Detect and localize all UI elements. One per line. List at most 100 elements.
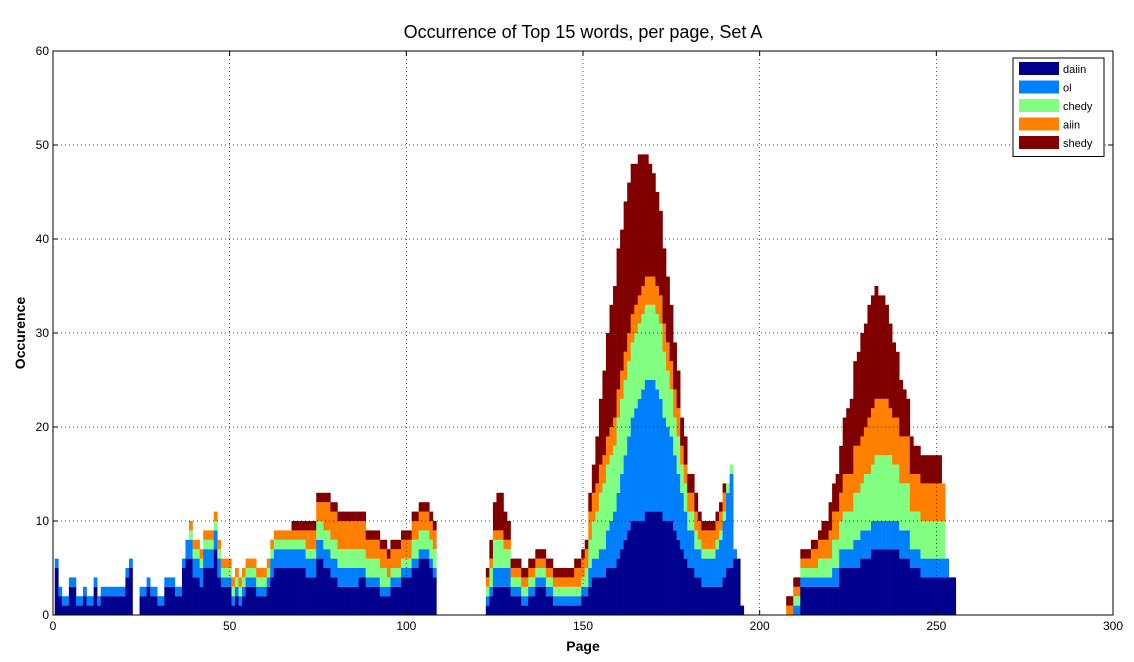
bar-segment-aiin bbox=[245, 558, 250, 568]
bar-segment-ol bbox=[605, 530, 610, 568]
bar-segment-shedy bbox=[860, 333, 865, 437]
bar-segment-chedy bbox=[337, 549, 342, 568]
bar-segment-daiin bbox=[591, 577, 596, 615]
bar-segment-aiin bbox=[309, 530, 313, 550]
bar-segment-shedy bbox=[630, 163, 635, 315]
bar-segment-shedy bbox=[867, 304, 872, 418]
bar-segment-ol bbox=[609, 521, 614, 568]
bar-segment-shedy bbox=[581, 549, 586, 559]
bar-segment-chedy bbox=[821, 558, 826, 578]
bar-segment-chedy bbox=[206, 539, 211, 550]
bar-segment-chedy bbox=[312, 549, 317, 559]
bar-segment-daiin bbox=[676, 539, 681, 615]
legend-swatch-ol bbox=[1019, 80, 1059, 94]
bar-segment-ol bbox=[125, 568, 130, 578]
bar-segment-chedy bbox=[807, 568, 812, 578]
bar-segment-aiin bbox=[574, 568, 578, 587]
bar-segment-daiin bbox=[927, 577, 932, 615]
bar-segment-daiin bbox=[535, 586, 540, 615]
bar-segment-ol bbox=[383, 586, 388, 597]
bar-segment-ol bbox=[584, 586, 589, 597]
bar-segment-daiin bbox=[266, 586, 271, 615]
bar-segment-chedy bbox=[309, 549, 313, 559]
bar-segment-ol bbox=[690, 530, 695, 568]
bar-segment-shedy bbox=[503, 511, 508, 540]
bar-segment-ol bbox=[651, 380, 656, 512]
bar-segment-chedy bbox=[390, 568, 395, 578]
bar-segment-shedy bbox=[302, 521, 306, 531]
bar-segment-daiin bbox=[192, 577, 197, 615]
bar-segment-ol bbox=[881, 521, 886, 550]
bar-segment-aiin bbox=[231, 577, 236, 587]
bar-segment-shedy bbox=[577, 558, 582, 568]
bar-segment-daiin bbox=[832, 586, 836, 615]
bar-segment-shedy bbox=[397, 539, 402, 550]
bar-segment-ol bbox=[295, 549, 299, 568]
bar-segment-daiin bbox=[952, 577, 957, 615]
y-tick-label: 50 bbox=[36, 138, 50, 152]
bar-segment-daiin bbox=[810, 586, 815, 615]
bar-segment-daiin bbox=[856, 568, 861, 615]
bar-segment-daiin bbox=[485, 605, 490, 615]
bar-segment-ol bbox=[263, 586, 268, 597]
bar-segment-ol bbox=[496, 568, 501, 587]
bar-segment-daiin bbox=[923, 577, 928, 615]
bar-segment-daiin bbox=[673, 530, 677, 615]
bar-segment-chedy bbox=[524, 586, 529, 597]
bar-segment-shedy bbox=[365, 530, 370, 540]
bar-segment-ol bbox=[715, 549, 720, 587]
bar-segment-ol bbox=[878, 521, 882, 550]
bar-segment-daiin bbox=[729, 568, 734, 615]
bar-segment-chedy bbox=[711, 549, 716, 559]
bar-segment-daiin bbox=[242, 596, 246, 615]
bar-segment-ol bbox=[90, 596, 94, 606]
bar-segment-shedy bbox=[588, 492, 593, 512]
bar-segment-ol bbox=[669, 436, 674, 521]
bar-segment-aiin bbox=[839, 492, 843, 521]
y-tick-label: 10 bbox=[36, 514, 50, 528]
bar-segment-aiin bbox=[524, 577, 529, 587]
y-tick-label: 60 bbox=[36, 44, 50, 58]
bar-segment-aiin bbox=[719, 511, 723, 531]
bar-segment-aiin bbox=[492, 530, 497, 540]
bar-segment-chedy bbox=[521, 586, 525, 597]
bar-segment-daiin bbox=[538, 586, 543, 615]
bar-segment-ol bbox=[658, 398, 663, 512]
bar-segment-ol bbox=[404, 568, 409, 578]
bar-segment-aiin bbox=[249, 558, 253, 568]
bar-segment-daiin bbox=[517, 596, 522, 615]
bar-segment-daiin bbox=[393, 586, 398, 615]
bar-segment-daiin bbox=[623, 539, 628, 615]
bar-segment-daiin bbox=[362, 577, 366, 615]
bar-segment-ol bbox=[796, 605, 801, 615]
bar-segment-ol bbox=[429, 558, 434, 568]
bar-segment-ol bbox=[719, 539, 723, 587]
bar-segment-chedy bbox=[888, 455, 893, 521]
bar-segment-daiin bbox=[726, 568, 730, 615]
bar-segment-daiin bbox=[174, 596, 179, 615]
bar-segment-daiin bbox=[825, 586, 829, 615]
bar-segment-shedy bbox=[355, 511, 359, 521]
bar-segment-ol bbox=[333, 558, 338, 578]
bar-segment-daiin bbox=[570, 605, 575, 615]
bar-segment-daiin bbox=[531, 596, 536, 615]
bar-segment-shedy bbox=[386, 549, 391, 559]
bar-segment-chedy bbox=[545, 577, 550, 587]
bar-segment-chedy bbox=[408, 558, 412, 568]
bar-segment-shedy bbox=[369, 530, 374, 540]
bar-segment-aiin bbox=[323, 502, 328, 531]
bar-segment-aiin bbox=[786, 605, 790, 615]
bar-segment-chedy bbox=[369, 558, 374, 578]
bar-segment-ol bbox=[662, 417, 667, 521]
bar-segment-aiin bbox=[295, 530, 299, 540]
bar-segment-aiin bbox=[485, 577, 490, 587]
bar-segment-ol bbox=[139, 586, 144, 597]
bar-segment-shedy bbox=[549, 558, 554, 568]
bar-segment-aiin bbox=[422, 511, 427, 531]
plot-frame bbox=[52, 50, 1114, 616]
bar-segment-chedy bbox=[203, 539, 207, 550]
bar-segment-aiin bbox=[284, 530, 289, 540]
bar-segment-shedy bbox=[878, 295, 882, 399]
bar-segment-daiin bbox=[256, 596, 260, 615]
bar-segment-chedy bbox=[839, 521, 843, 550]
